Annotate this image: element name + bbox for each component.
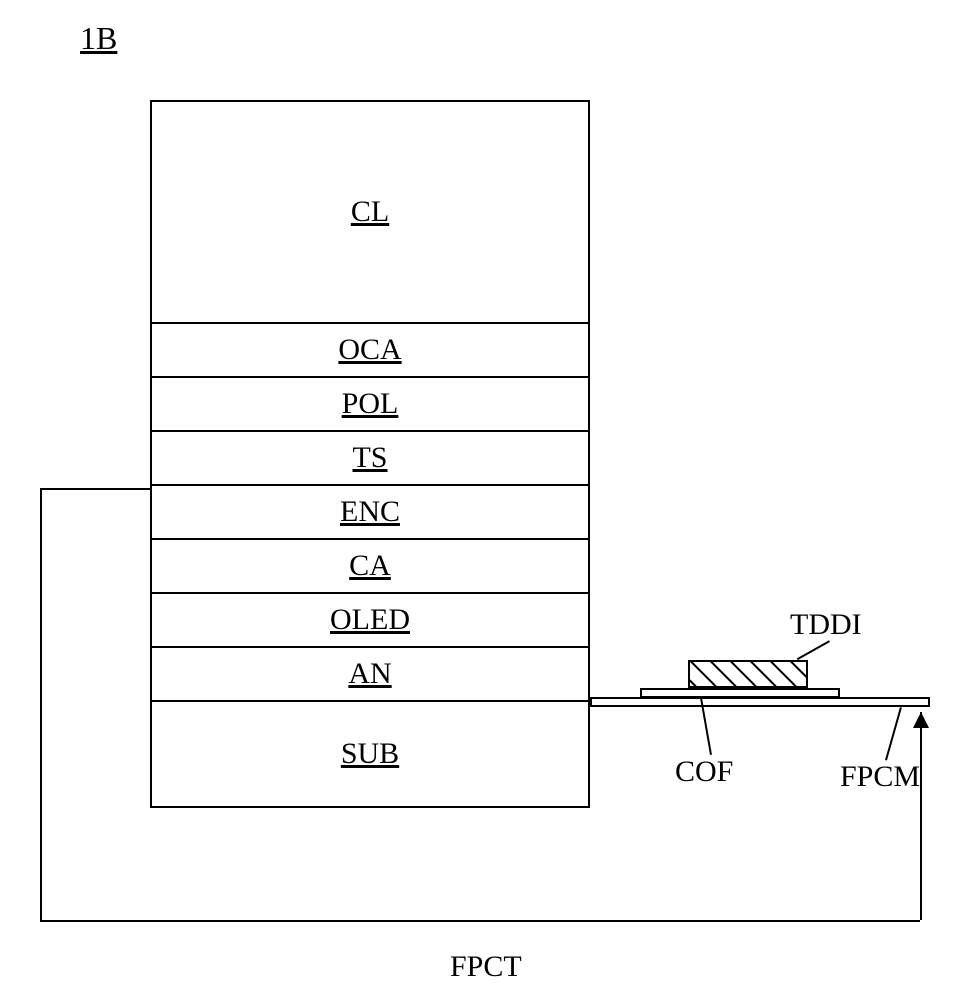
fpct-wire: [920, 712, 922, 920]
layer-ts: TS: [152, 432, 588, 486]
layer-enc: ENC: [152, 486, 588, 540]
tddi-rect: [688, 660, 808, 688]
layer-sub: SUB: [152, 702, 588, 806]
fpct-arrowhead: [913, 712, 929, 728]
tddi-label: TDDI: [790, 608, 862, 642]
fpct-wire: [40, 488, 42, 920]
fpcm-label: FPCM: [840, 760, 920, 794]
fpct-wire: [40, 488, 150, 490]
layer-stack: CLOCAPOLTSENCCAOLEDANSUB: [150, 100, 590, 808]
fpcm-rect: [590, 697, 930, 707]
layer-oled: OLED: [152, 594, 588, 648]
layer-ca: CA: [152, 540, 588, 594]
layer-oca: OCA: [152, 324, 588, 378]
cof-label: COF: [675, 755, 733, 789]
fpct-label: FPCT: [450, 950, 522, 984]
tddi-leader: [797, 640, 830, 660]
layer-an: AN: [152, 648, 588, 702]
cof-rect: [640, 688, 840, 698]
layer-pol: POL: [152, 378, 588, 432]
fpcm-leader: [885, 707, 902, 761]
figure-label: 1B: [80, 20, 117, 57]
layer-cl: CL: [152, 102, 588, 324]
fpct-wire: [40, 920, 920, 922]
